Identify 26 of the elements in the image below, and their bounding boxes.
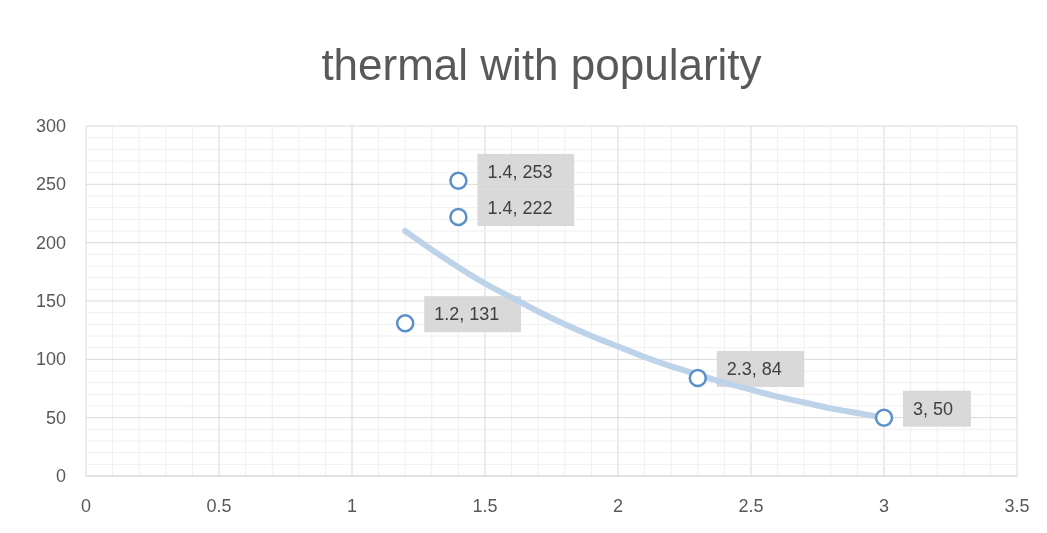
point bbox=[688, 368, 708, 388]
y-tick-label: 0 bbox=[55, 466, 66, 486]
x-tick-label: 1 bbox=[346, 496, 358, 516]
y-tick-label: 250 bbox=[35, 174, 66, 195]
point bbox=[874, 408, 894, 427]
data-label: 1.4, 253 bbox=[487, 161, 553, 182]
point bbox=[449, 171, 468, 191]
y-tick-label: 150 bbox=[35, 291, 66, 311]
x-tick-label: 2 bbox=[612, 496, 624, 516]
y-tick-label: 50 bbox=[45, 407, 66, 428]
x-tick-label: 0.5 bbox=[206, 496, 232, 516]
point bbox=[395, 313, 415, 333]
x-tick-label: 2.5 bbox=[738, 496, 764, 516]
chart-title: thermal with popularity bbox=[321, 40, 762, 89]
x-tick-label: 1.5 bbox=[472, 496, 498, 516]
y-tick-label: 300 bbox=[35, 116, 66, 136]
x-tick-label: 0 bbox=[80, 496, 92, 516]
data-label: 1.4, 222 bbox=[487, 198, 553, 218]
data-label: 3, 50 bbox=[913, 398, 954, 419]
data-label: 2.3, 84 bbox=[726, 359, 782, 379]
y-tick-label: 200 bbox=[35, 232, 66, 253]
x-tick-label: 3 bbox=[878, 496, 890, 516]
point bbox=[449, 207, 468, 227]
data-label: 1.2, 131 bbox=[434, 304, 500, 325]
x-tick-label: 3.5 bbox=[1004, 496, 1030, 516]
y-tick-label: 100 bbox=[35, 349, 66, 370]
